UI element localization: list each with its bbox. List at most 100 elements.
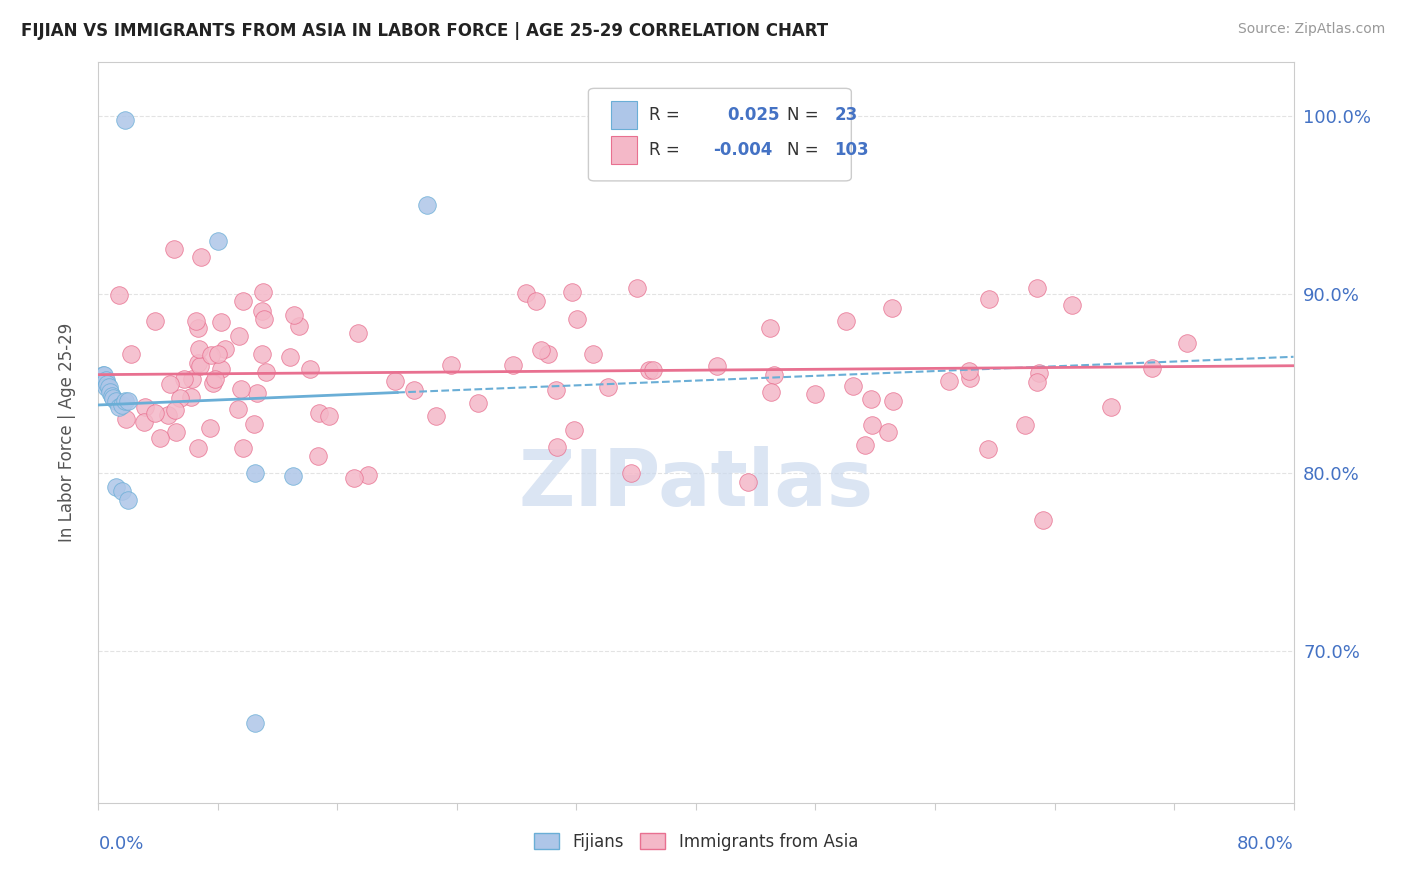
Point [626,281,648,295]
Point [860,417,883,432]
Bar [612,101,637,129]
Point [173,372,195,386]
Point [108,400,131,414]
Point [620,467,643,481]
FancyBboxPatch shape [589,88,852,181]
Point [252,347,274,361]
Point [108,287,131,301]
Point [187,441,209,455]
Point [564,423,586,437]
Point [162,242,184,256]
Point [515,286,537,301]
Text: R =: R = [650,141,681,159]
Point [1026,281,1049,295]
Point [165,425,187,439]
Point [250,304,273,318]
Point [120,347,142,361]
Point [283,308,305,322]
Point [356,468,378,483]
Point [117,394,139,409]
Point [1014,417,1036,432]
Point [288,319,311,334]
Text: Source: ZipAtlas.com: Source: ZipAtlas.com [1237,22,1385,37]
Point [198,421,221,435]
Point [252,285,274,299]
Point [308,406,330,420]
Point [232,441,254,455]
Point [544,383,567,397]
Point [117,492,139,507]
Point [565,311,588,326]
Point [938,374,960,388]
Text: 23: 23 [835,106,858,124]
Point [245,715,267,730]
Point [143,407,166,421]
Point [204,372,226,386]
Point [977,442,1000,456]
Point [94,380,117,394]
Point [307,449,329,463]
Point [882,394,904,409]
Point [214,342,236,356]
Text: 0.025: 0.025 [727,106,779,124]
Point [643,363,665,377]
Point [181,372,204,386]
Text: N =: N = [787,106,818,124]
Point [97,380,120,394]
Point [347,326,370,341]
Point [1028,366,1050,380]
Text: ZIPatlas: ZIPatlas [519,446,873,523]
Point [842,379,865,393]
Text: -0.004: -0.004 [713,141,772,159]
Point [561,285,583,299]
Point [111,483,134,498]
Point [180,390,202,404]
Point [91,368,114,382]
Point [105,394,128,409]
Point [159,377,181,392]
Point [278,351,301,365]
Point [105,480,128,494]
Point [761,385,783,400]
Point [226,401,249,416]
Point [342,471,364,485]
Y-axis label: In Labor Force | Age 25-29: In Labor Force | Age 25-29 [58,323,76,542]
Point [200,348,222,362]
Point [803,387,825,401]
Point [96,376,118,391]
Legend: Fijians, Immigrants from Asia: Fijians, Immigrants from Asia [527,826,865,857]
Point [318,409,340,423]
Point [384,374,406,388]
Text: FIJIAN VS IMMIGRANTS FROM ASIA IN LABOR FORCE | AGE 25-29 CORRELATION CHART: FIJIAN VS IMMIGRANTS FROM ASIA IN LABOR … [21,22,828,40]
Point [149,431,172,445]
Point [201,376,224,390]
Point [1032,513,1054,527]
Point [187,320,209,334]
Point [134,400,156,414]
Point [184,314,207,328]
Point [114,112,136,127]
Point [882,301,904,316]
Point [835,314,858,328]
Point [524,294,547,309]
Text: N =: N = [787,141,818,159]
Point [246,385,269,400]
Point [467,395,489,409]
Point [1175,335,1198,350]
Point [103,391,125,405]
Text: 103: 103 [835,141,869,159]
Point [537,347,560,361]
Point [114,394,136,409]
Point [111,398,134,412]
Point [582,347,605,361]
Point [439,358,461,372]
Point [706,359,728,374]
Point [299,362,322,376]
Text: R =: R = [650,106,681,124]
Bar [612,136,637,164]
Point [402,383,425,397]
Point [759,321,782,335]
Point [207,234,229,248]
Point [94,373,117,387]
Point [169,391,191,405]
